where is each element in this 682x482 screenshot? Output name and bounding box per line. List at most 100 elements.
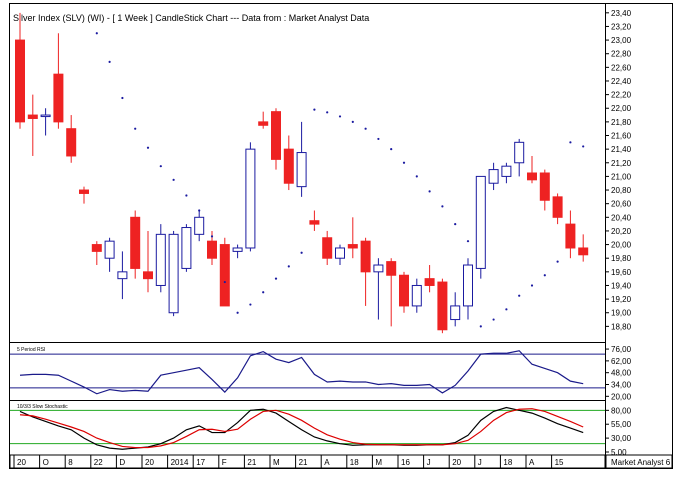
candle xyxy=(232,244,243,259)
candle-body xyxy=(488,169,499,184)
price-y-tick-label: 23,00 xyxy=(611,36,632,45)
price-y-tick-label: 19,20 xyxy=(611,295,632,304)
candle-body xyxy=(296,152,307,188)
price-y-tick-label: 21,80 xyxy=(611,118,632,127)
date-label: 18 xyxy=(350,458,359,467)
sar-dot xyxy=(146,146,150,149)
sar-dot xyxy=(530,284,534,287)
candle xyxy=(66,115,77,163)
candle-body xyxy=(578,247,589,256)
candle-body xyxy=(386,261,397,276)
sar-dot xyxy=(428,190,431,193)
stoch-k-line xyxy=(19,406,584,450)
candle xyxy=(578,234,589,262)
candle-body xyxy=(335,247,345,259)
stoch-y-tick-label: 30,00 xyxy=(611,434,632,443)
sar-dot xyxy=(582,145,585,148)
candle xyxy=(514,138,525,177)
candle-body xyxy=(194,216,205,235)
candle xyxy=(155,224,166,293)
candle xyxy=(15,12,25,129)
sar-dot xyxy=(390,148,393,151)
sar-dot xyxy=(466,240,470,243)
date-label: F xyxy=(222,458,227,467)
sar-dot xyxy=(569,141,572,144)
candle-body xyxy=(539,172,550,201)
date-label: 18 xyxy=(503,458,512,467)
price-y-tick-label: 21,40 xyxy=(611,145,632,154)
candle xyxy=(424,265,435,293)
candle xyxy=(565,210,576,259)
candle-body xyxy=(181,227,192,269)
candle-body xyxy=(66,128,77,157)
price-panel[interactable] xyxy=(15,12,589,334)
rsi-y-tick-label: 76,00 xyxy=(611,345,632,354)
candle xyxy=(168,230,179,317)
candle xyxy=(296,121,307,197)
date-label: A xyxy=(324,458,330,467)
candle-body xyxy=(360,240,371,273)
sar-dot xyxy=(454,223,457,226)
candle-body xyxy=(53,73,64,123)
candle-body xyxy=(527,172,537,181)
sar-dot xyxy=(518,294,521,297)
candle-body xyxy=(552,196,563,218)
candle-body xyxy=(207,240,217,259)
sar-dot xyxy=(364,127,367,130)
candle-body xyxy=(283,148,294,184)
price-y-tick-label: 20,20 xyxy=(611,227,632,236)
date-label: D xyxy=(119,458,125,467)
candle-body xyxy=(309,220,320,225)
rsi-y-axis: 76,00 62,00 48,00 34,00 20,00 xyxy=(605,345,632,401)
sar-dot xyxy=(236,311,239,314)
candle-body xyxy=(168,233,179,314)
candle-body xyxy=(475,175,486,269)
sar-dot xyxy=(556,260,559,263)
candle-body xyxy=(322,237,333,259)
date-label: 16 xyxy=(401,458,410,467)
price-y-tick-label: 22,60 xyxy=(611,63,632,72)
date-label: M xyxy=(273,458,280,467)
candle xyxy=(450,292,461,327)
sar-dot xyxy=(134,127,137,130)
candle xyxy=(91,241,102,266)
candle xyxy=(27,94,38,156)
price-y-tick-label: 19,40 xyxy=(611,281,632,290)
sar-dot xyxy=(377,137,380,141)
candle-body xyxy=(399,274,409,307)
sar-dot xyxy=(198,209,201,212)
chart-title: Silver Index (SLV) (WI) - [ 1 Week ] Can… xyxy=(13,13,369,23)
candle xyxy=(219,237,230,307)
candle-body xyxy=(424,278,435,286)
stoch-panel[interactable] xyxy=(10,406,605,450)
sar-dot xyxy=(543,274,546,277)
candle-body xyxy=(40,114,51,118)
sar-dot xyxy=(108,60,111,63)
date-label: O xyxy=(43,458,49,467)
candle-body xyxy=(155,233,166,286)
candle xyxy=(475,175,486,279)
candle xyxy=(309,210,320,231)
candle xyxy=(245,142,256,252)
candle-body xyxy=(271,111,281,160)
candle xyxy=(463,258,473,320)
candle-body xyxy=(565,223,576,249)
candle xyxy=(335,244,345,266)
candle-body xyxy=(373,264,384,273)
candle xyxy=(194,210,205,242)
rsi-y-tick-label: 62,00 xyxy=(611,357,632,366)
sar-dot xyxy=(326,111,329,114)
price-y-tick-label: 21,00 xyxy=(611,172,632,181)
candle xyxy=(40,108,51,136)
candle xyxy=(501,162,512,184)
price-y-tick-label: 20,40 xyxy=(611,213,632,222)
candle-body xyxy=(347,244,358,249)
sar-dot xyxy=(95,32,98,35)
candle-body xyxy=(258,121,269,126)
rsi-panel[interactable] xyxy=(10,350,605,395)
rsi-line xyxy=(19,350,584,395)
candle xyxy=(117,251,128,300)
candle-body xyxy=(411,284,422,307)
stoch-panel-title: 10/3/3 Slow Stochastic xyxy=(17,404,68,410)
brand-box xyxy=(605,454,673,469)
